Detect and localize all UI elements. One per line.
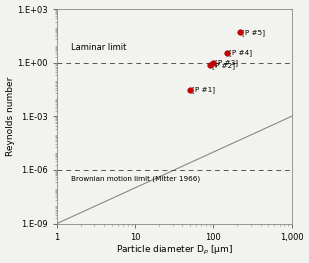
- Text: Laminar limit: Laminar limit: [71, 43, 126, 52]
- Text: [P #3]: [P #3]: [215, 59, 239, 66]
- Text: [P #5]: [P #5]: [242, 29, 265, 36]
- Text: Brownian motion limit (Mitter 1966): Brownian motion limit (Mitter 1966): [71, 175, 200, 182]
- Y-axis label: Reynolds number: Reynolds number: [6, 77, 15, 156]
- Text: [P #4]: [P #4]: [229, 50, 252, 56]
- Text: [P #2]: [P #2]: [212, 62, 235, 69]
- X-axis label: Particle diameter D$_p$ [μm]: Particle diameter D$_p$ [μm]: [116, 244, 233, 257]
- Text: [P #1]: [P #1]: [192, 87, 215, 93]
